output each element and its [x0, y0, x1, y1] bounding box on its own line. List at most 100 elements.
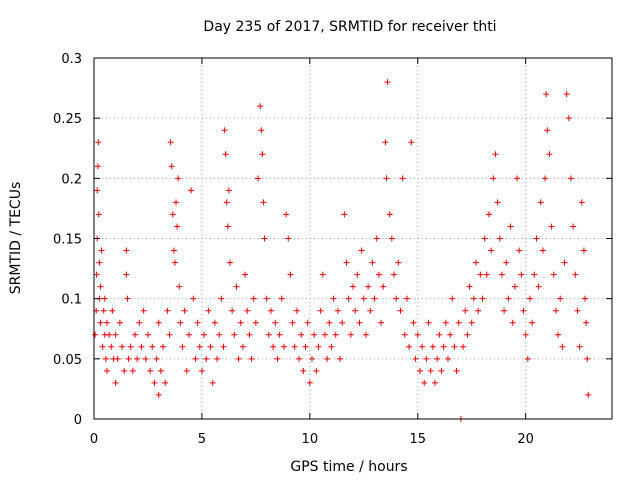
data-point: [373, 235, 380, 242]
data-point: [171, 259, 178, 266]
data-point: [362, 331, 369, 338]
data-point: [391, 271, 398, 278]
data-point: [313, 367, 320, 374]
data-point: [563, 91, 570, 98]
data-point: [365, 283, 372, 290]
data-point: [231, 331, 238, 338]
data-point: [559, 343, 566, 350]
data-point: [464, 331, 471, 338]
data-point: [414, 331, 421, 338]
data-point: [177, 319, 184, 326]
data-point: [526, 295, 533, 302]
data-point: [380, 283, 387, 290]
data-point: [492, 151, 499, 158]
data-point: [479, 295, 486, 302]
data-point: [311, 331, 318, 338]
data-point: [570, 223, 577, 230]
data-point: [138, 343, 145, 350]
y-tick-label: 0.25: [53, 112, 82, 127]
data-point: [371, 295, 378, 302]
data-point: [162, 379, 169, 386]
data-point: [98, 247, 105, 254]
data-point: [516, 247, 523, 254]
data-point: [274, 355, 281, 362]
data-point: [112, 331, 119, 338]
data-point: [151, 379, 158, 386]
data-point: [221, 127, 228, 134]
data-point: [170, 247, 177, 254]
data-point: [276, 331, 283, 338]
data-point: [259, 151, 266, 158]
data-point: [306, 379, 313, 386]
data-point: [205, 307, 212, 314]
data-point: [442, 319, 449, 326]
data-point: [339, 319, 346, 326]
data-point: [395, 259, 402, 266]
data-point: [383, 175, 390, 182]
x-axis-title: GPS time / hours: [290, 459, 407, 475]
data-point: [583, 319, 590, 326]
data-point: [358, 247, 365, 254]
data-point: [470, 295, 477, 302]
x-tick-label: 0: [90, 432, 98, 447]
data-point: [332, 331, 339, 338]
y-tick-label: 0.05: [53, 353, 82, 368]
data-point: [524, 355, 531, 362]
data-point: [421, 379, 428, 386]
data-point: [267, 307, 274, 314]
data-point: [550, 271, 557, 278]
data-point: [244, 307, 251, 314]
data-point: [544, 127, 551, 134]
data-point: [103, 367, 110, 374]
data-point: [167, 139, 174, 146]
data-point: [198, 367, 205, 374]
data-point: [175, 175, 182, 182]
data-point: [203, 355, 210, 362]
y-tick-label: 0.2: [61, 172, 82, 187]
data-point: [531, 271, 538, 278]
data-point: [522, 331, 529, 338]
data-point: [214, 355, 221, 362]
data-point: [477, 271, 484, 278]
plot-frame: [93, 57, 613, 420]
data-point: [174, 223, 181, 230]
data-point: [460, 343, 467, 350]
data-point: [386, 211, 393, 218]
data-point: [300, 367, 307, 374]
data-point: [280, 343, 287, 350]
data-point: [345, 295, 352, 302]
data-point: [356, 319, 363, 326]
data-point: [153, 355, 160, 362]
data-point: [507, 223, 514, 230]
data-point: [427, 367, 434, 374]
data-point: [496, 235, 503, 242]
data-point: [95, 211, 102, 218]
axis-ticks: 0 5 10 15 20 0 0.05 0.1 0.15 0.2 0.25 0.3: [53, 52, 612, 447]
data-point: [97, 283, 104, 290]
data-point: [330, 295, 337, 302]
data-point: [419, 343, 426, 350]
data-point: [239, 343, 246, 350]
data-point: [169, 211, 176, 218]
data-point: [582, 295, 589, 302]
data-point: [485, 211, 492, 218]
data-point: [285, 235, 292, 242]
data-point: [584, 355, 591, 362]
data-point: [237, 319, 244, 326]
data-point: [412, 355, 419, 362]
data-point: [578, 199, 585, 206]
data-point: [488, 247, 495, 254]
data-point: [155, 391, 162, 398]
data-point: [455, 319, 462, 326]
x-tick-label: 5: [198, 432, 206, 447]
data-point: [399, 175, 406, 182]
data-point: [498, 271, 505, 278]
data-point: [298, 331, 305, 338]
data-point: [449, 295, 456, 302]
data-point: [334, 307, 341, 314]
data-point: [121, 367, 128, 374]
data-point: [308, 355, 315, 362]
data-point: [134, 355, 141, 362]
data-point: [468, 319, 475, 326]
data-point: [548, 223, 555, 230]
